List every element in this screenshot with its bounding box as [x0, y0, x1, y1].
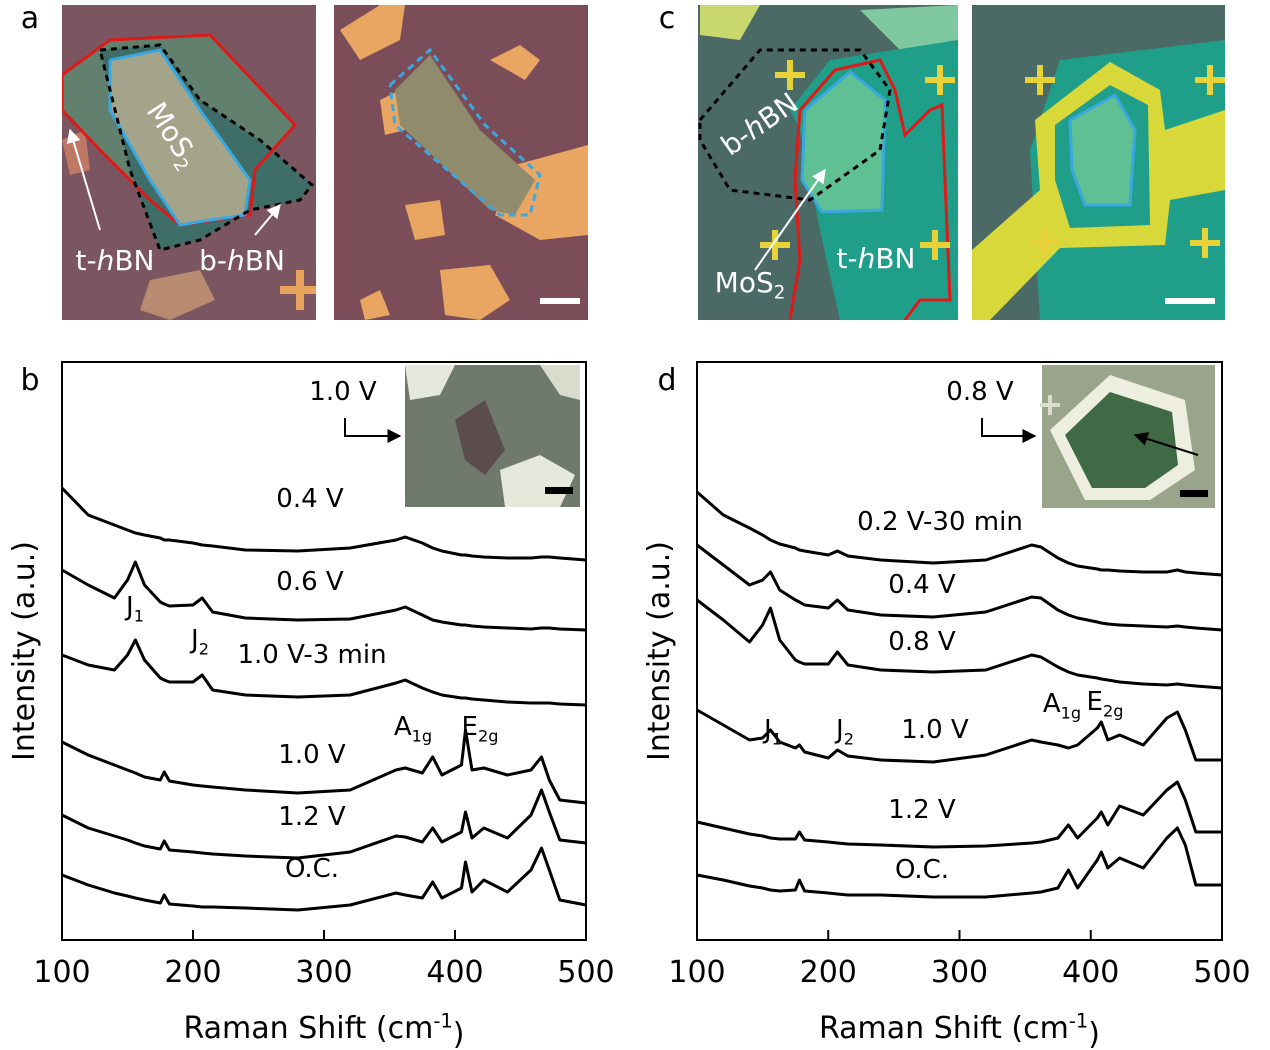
text-part: t-	[837, 242, 858, 275]
series-label: 0.4 V	[888, 570, 956, 600]
text-part: -1	[433, 1009, 452, 1032]
micrograph	[972, 5, 1225, 320]
text-part: A	[394, 712, 412, 742]
series-label: 1.0 V	[901, 715, 969, 745]
text-part: Raman Shift (cm	[819, 1011, 1069, 1046]
x-tick-label: 300	[931, 955, 988, 990]
text-part: A	[1043, 689, 1061, 719]
x-tick-label: 100	[668, 955, 725, 990]
text-part: J	[834, 715, 844, 745]
inset-image	[405, 365, 580, 507]
text-part: 1g	[412, 726, 432, 745]
spectrum-line	[697, 782, 1222, 847]
text-part: 1	[772, 729, 782, 748]
x-tick-label: 500	[1193, 955, 1250, 990]
text-part: J	[762, 715, 772, 745]
y-axis-title: Intensity (a.u.)	[642, 541, 677, 761]
series-label: 0.8 V	[888, 627, 956, 657]
panel-letter: a	[21, 1, 39, 36]
series-label: 0.2 V-30 min	[857, 507, 1023, 537]
text-part: 1	[134, 606, 144, 625]
x-tick-label: 400	[1062, 955, 1119, 990]
peak-label: A1g	[1043, 689, 1081, 722]
text-part: )	[453, 1017, 465, 1050]
text-part: MoS	[715, 266, 774, 299]
text-part: J	[124, 592, 134, 622]
spectrum-line	[697, 545, 1222, 630]
series-label: 1.2 V	[888, 795, 956, 825]
text-part: h	[858, 242, 876, 275]
inset-label: 0.8 V	[946, 377, 1014, 407]
text-part: E	[462, 712, 478, 742]
peak-label: J2	[834, 715, 854, 748]
peak-label: A1g	[394, 712, 432, 745]
series-label: 0.4 V	[276, 484, 344, 514]
series-label: O.C.	[285, 854, 339, 884]
series-label: O.C.	[895, 855, 949, 885]
text-part: J	[189, 625, 199, 655]
panel-letter: c	[659, 1, 676, 36]
text-part: 2	[199, 639, 209, 658]
peak-label: E2g	[462, 712, 499, 745]
inset-arrow	[345, 418, 400, 436]
inset-label: 1.0 V	[309, 377, 377, 407]
x-tick-label: 200	[164, 955, 221, 990]
inset-arrow	[982, 418, 1035, 436]
peak-label: E2g	[1087, 687, 1124, 720]
text-part: )	[1088, 1017, 1100, 1050]
text-part: h	[97, 244, 115, 277]
series-label: 1.2 V	[278, 802, 346, 832]
text-part: E	[1087, 687, 1103, 717]
text-part: BN	[875, 242, 915, 275]
x-tick-label: 100	[33, 955, 90, 990]
label: t-hBN	[837, 242, 916, 275]
inset-image	[1040, 365, 1215, 508]
text-part: 1g	[1061, 703, 1081, 722]
label: b-hBN	[199, 244, 285, 277]
panel-letter: b	[20, 363, 39, 398]
peak-label: J2	[189, 625, 209, 658]
series-label: 1.0 V-3 min	[237, 640, 386, 670]
text-part: -1	[1069, 1009, 1088, 1032]
peak-label: J1	[762, 715, 782, 748]
x-tick-label: 400	[426, 955, 483, 990]
x-tick-label: 200	[800, 955, 857, 990]
micrograph	[334, 5, 588, 320]
x-tick-label: 500	[557, 955, 614, 990]
series-label: 0.6 V	[276, 567, 344, 597]
label: Raman Shift (cm-1)	[183, 1009, 464, 1050]
text-part: 2	[774, 282, 786, 303]
text-part: t-	[76, 244, 97, 277]
text-part: 2g	[478, 726, 498, 745]
series-label: 1.0 V	[278, 740, 346, 770]
text-part: BN	[245, 244, 285, 277]
text-part: Raman Shift (cm	[183, 1011, 433, 1046]
figure: aMoS2t-hBNb-hBNcb-hBNMoS2t-hBNb100200300…	[0, 0, 1270, 1050]
text-part: BN	[114, 244, 154, 277]
label: t-hBN	[76, 244, 155, 277]
panel-letter: d	[657, 363, 676, 398]
text-part: 2g	[1103, 701, 1123, 720]
text-part: 2	[844, 729, 854, 748]
peak-label: J1	[124, 592, 144, 625]
label: Raman Shift (cm-1)	[819, 1009, 1100, 1050]
x-tick-label: 300	[295, 955, 352, 990]
text-part: h	[227, 244, 245, 277]
text-part: b-	[199, 244, 227, 277]
page: {"image_panels": [ {"panel": "a", "label…	[0, 0, 1270, 1050]
y-axis-title: Intensity (a.u.)	[7, 541, 42, 761]
